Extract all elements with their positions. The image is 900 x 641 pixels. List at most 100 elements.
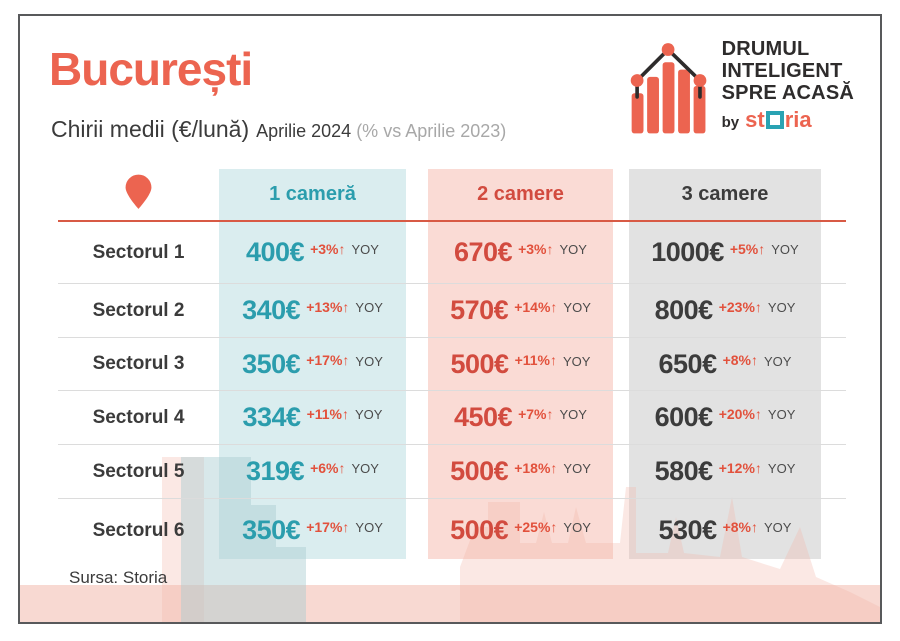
- yoy-label: YOY: [559, 242, 587, 257]
- sector-label: Sectorul 2: [92, 299, 185, 321]
- yoy-change: +3%↑: [310, 240, 346, 257]
- yoy-change: +17%↑: [306, 352, 350, 368]
- subtitle-note: (% vs Aprilie 2023): [356, 121, 507, 141]
- logo-line-1: DRUMUL: [721, 38, 810, 60]
- yoy-label: YOY: [563, 300, 591, 315]
- yoy-label: YOY: [355, 353, 383, 369]
- table-row: Sectorul 2 340€ +13%↑ YOY 570€ +14%↑ YOY 800€ +2…: [58, 284, 846, 338]
- table-row: Sectorul 6 350€ +17%↑ YOY 500€ +25%↑ YOY 530€ +8…: [58, 499, 846, 562]
- table-header-row: 1 cameră 2 camere 3 camere: [58, 169, 846, 222]
- logo-text: DRUMUL INTELIGENT SPRE ACASĂ by st ria: [722, 38, 854, 133]
- table-row: Sectorul 4 334€ +11%↑ YOY 450€ +7%↑ YOY 600€ +20…: [58, 391, 846, 445]
- yoy-change: +20%↑: [718, 405, 762, 422]
- rent-cell: 350€ +17%↑ YOY: [219, 349, 406, 380]
- rent-cell: 670€ +3%↑ YOY: [428, 237, 613, 268]
- yoy-change: +18%↑: [514, 459, 558, 476]
- rent-cell: 530€ +8%↑ YOY: [629, 515, 821, 546]
- price-value: 450€: [454, 402, 513, 432]
- logo-by-row: by st ria: [722, 107, 854, 133]
- rent-cell: 600€ +20%↑ YOY: [629, 402, 821, 433]
- logo-by: by: [721, 114, 740, 131]
- price-value: 319€: [246, 456, 305, 486]
- logo-brand-storia: st ria: [745, 107, 812, 132]
- corner-cell: [58, 174, 219, 215]
- city-skyline-watermark: [20, 457, 880, 622]
- rent-cell: 800€ +23%↑ YOY: [629, 295, 821, 326]
- rent-cell: 1000€ +5%↑ YOY: [629, 237, 821, 268]
- yoy-change: +17%↑: [306, 518, 350, 535]
- table-row: Sectorul 3 350€ +17%↑ YOY 500€ +11%↑ YOY 650€ +8…: [58, 338, 846, 391]
- yoy-change: +12%↑: [718, 459, 762, 476]
- sector-label: Sectorul 6: [92, 519, 185, 541]
- yoy-label: YOY: [351, 242, 379, 257]
- sector-label: Sectorul 3: [92, 353, 185, 374]
- price-value: 340€: [242, 295, 301, 325]
- yoy-change: +3%↑: [518, 240, 554, 257]
- yoy-change: +6%↑: [310, 459, 346, 476]
- yoy-change: +7%↑: [518, 405, 554, 422]
- table-row: Sectorul 1 400€ +3%↑ YOY 670€ +3%↑ YOY 1000€ +5%…: [58, 222, 846, 284]
- sector-label: Sectorul 4: [92, 406, 185, 428]
- price-value: 600€: [654, 402, 714, 432]
- logo-house-chart-icon: [628, 38, 710, 139]
- yoy-label: YOY: [563, 520, 591, 535]
- subtitle-period: Aprilie 2024: [256, 121, 352, 141]
- price-value: 580€: [654, 456, 714, 486]
- yoy-label: YOY: [767, 461, 796, 476]
- yoy-change: +8%↑: [722, 518, 759, 535]
- price-value: 670€: [454, 237, 513, 267]
- price-value: 500€: [450, 456, 509, 486]
- rent-cell: 500€ +18%↑ YOY: [428, 456, 613, 487]
- logo-line-2: INTELIGENT: [721, 60, 843, 82]
- yoy-change: +11%↑: [306, 405, 350, 422]
- yoy-label: YOY: [767, 300, 796, 315]
- rent-cell: 340€ +13%↑ YOY: [219, 295, 406, 326]
- yoy-change: +23%↑: [718, 298, 762, 315]
- storia-o-square-icon: [765, 111, 784, 129]
- rent-cell: 650€ +8%↑ YOY: [629, 349, 821, 380]
- rent-cell: 580€ +12%↑ YOY: [629, 456, 821, 487]
- price-value: 500€: [450, 515, 509, 545]
- source-note: Sursa: Storia: [69, 568, 168, 587]
- yoy-change: +25%↑: [514, 518, 558, 535]
- price-value: 400€: [246, 237, 305, 267]
- subtitle-main: Chirii medii (€/lună): [51, 116, 250, 142]
- yoy-label: YOY: [563, 461, 591, 476]
- brand-logo: DRUMUL INTELIGENT SPRE ACASĂ by st ria: [628, 38, 854, 139]
- yoy-change: +13%↑: [306, 298, 350, 315]
- rent-cell: 500€ +25%↑ YOY: [428, 515, 613, 546]
- yoy-label: YOY: [351, 461, 379, 476]
- price-value: 1000€: [651, 237, 724, 267]
- price-value: 334€: [242, 402, 302, 432]
- yoy-label: YOY: [355, 300, 383, 315]
- yoy-label: YOY: [767, 407, 796, 422]
- page-title: București: [49, 43, 253, 95]
- yoy-change: +14%↑: [514, 298, 558, 315]
- rent-cell: 334€ +11%↑ YOY: [219, 402, 406, 433]
- yoy-label: YOY: [563, 353, 591, 369]
- column-header-1camera: 1 cameră: [269, 183, 356, 205]
- location-pin-icon: [125, 174, 152, 215]
- price-value: 800€: [654, 295, 714, 325]
- rent-table: 1 cameră 2 camere 3 camere Sectorul 1 400…: [58, 169, 846, 562]
- rent-cell: 450€ +7%↑ YOY: [428, 402, 613, 433]
- yoy-label: YOY: [355, 407, 383, 422]
- logo-line-3: SPRE ACASĂ: [721, 82, 854, 104]
- price-value: 350€: [242, 348, 301, 379]
- rent-cell: 350€ +17%↑ YOY: [219, 515, 406, 546]
- column-stripe-2camere: [428, 169, 613, 559]
- price-value: 350€: [242, 515, 301, 545]
- table-row: Sectorul 5 319€ +6%↑ YOY 500€ +18%↑ YOY 580€ +12…: [58, 445, 846, 499]
- page-subtitle: Chirii medii (€/lună) Aprilie 2024 (% vs A…: [51, 116, 506, 143]
- rent-cell: 500€ +11%↑ YOY: [428, 349, 613, 380]
- table-body: Sectorul 1 400€ +3%↑ YOY 670€ +3%↑ YOY 1000€ +5%…: [58, 222, 846, 562]
- price-value: 500€: [450, 348, 510, 379]
- yoy-label: YOY: [559, 407, 587, 422]
- yoy-change: +5%↑: [729, 240, 766, 257]
- infographic-card: București Chirii medii (€/lună) Aprilie 2…: [18, 14, 882, 624]
- sector-label: Sectorul 1: [92, 241, 185, 263]
- price-value: 570€: [450, 295, 509, 325]
- sector-label: Sectorul 5: [92, 460, 185, 482]
- column-header-2camere: 2 camere: [477, 183, 564, 205]
